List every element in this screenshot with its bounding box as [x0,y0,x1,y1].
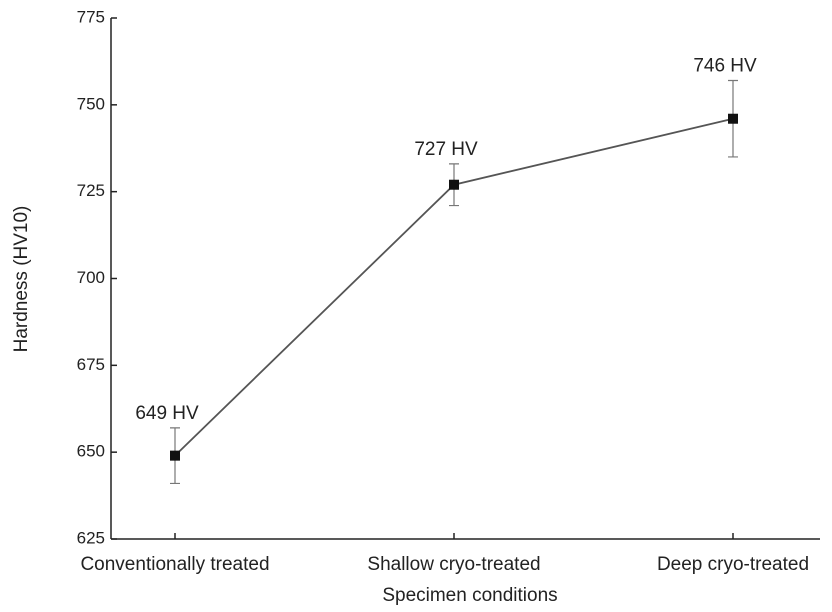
x-tick-label: Shallow cryo-treated [367,554,540,575]
y-axis-title: Hardness (HV10) [11,206,32,353]
data-label: 649 HV [135,403,199,424]
x-axis-title: Specimen conditions [382,585,557,606]
marker [449,179,459,190]
marker [170,450,180,461]
data-label: 746 HV [693,56,757,77]
x-tick-label: Deep cryo-treated [657,554,809,575]
data-label: 727 HV [414,139,478,160]
marker [728,113,738,124]
y-tick-label: 700 [77,268,105,287]
y-tick-label: 775 [77,7,105,26]
y-tick-label: 650 [77,442,105,461]
y-tick-label: 750 [77,94,105,113]
y-tick-label: 625 [77,528,105,547]
y-tick-label: 725 [77,181,105,200]
x-tick-label: Conventionally treated [80,554,269,575]
y-tick-label: 675 [77,355,105,374]
